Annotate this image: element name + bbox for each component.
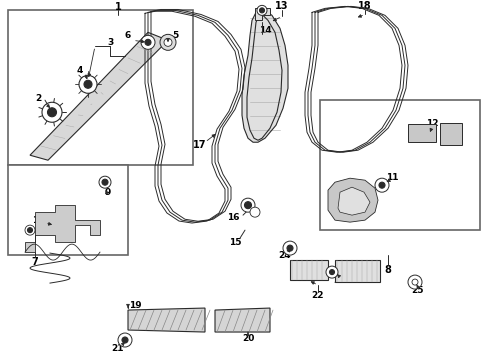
- Text: 6: 6: [124, 31, 131, 40]
- Text: 19: 19: [128, 301, 141, 310]
- Text: 25: 25: [411, 285, 424, 294]
- Circle shape: [27, 228, 32, 233]
- Text: 1: 1: [114, 3, 121, 12]
- Circle shape: [325, 266, 337, 278]
- Text: 17: 17: [193, 140, 206, 150]
- Circle shape: [102, 179, 108, 185]
- Text: 3: 3: [107, 38, 113, 47]
- Circle shape: [411, 279, 417, 285]
- Text: 20: 20: [242, 333, 254, 342]
- Circle shape: [329, 270, 334, 275]
- Circle shape: [241, 198, 254, 212]
- Bar: [334, 260, 379, 282]
- Polygon shape: [30, 32, 168, 160]
- Text: 21: 21: [112, 343, 124, 352]
- Text: 2: 2: [35, 94, 41, 103]
- Circle shape: [122, 337, 128, 343]
- Circle shape: [118, 333, 132, 347]
- Text: 8: 8: [384, 265, 390, 275]
- Bar: [439, 123, 461, 145]
- Text: 10: 10: [328, 194, 341, 203]
- Circle shape: [25, 225, 35, 235]
- Text: 7: 7: [32, 257, 38, 267]
- Bar: [8, 10, 193, 165]
- Polygon shape: [242, 8, 287, 142]
- Circle shape: [163, 38, 172, 46]
- Polygon shape: [337, 187, 369, 215]
- Bar: [8, 165, 128, 255]
- Bar: [319, 100, 479, 230]
- Circle shape: [244, 202, 251, 209]
- Text: 24: 24: [278, 251, 291, 260]
- Text: 13: 13: [275, 1, 288, 12]
- Text: 12: 12: [425, 119, 437, 128]
- Circle shape: [99, 176, 111, 188]
- Polygon shape: [254, 8, 269, 21]
- Text: 18: 18: [357, 1, 371, 12]
- Text: 9: 9: [104, 188, 111, 197]
- Polygon shape: [215, 308, 269, 332]
- Text: 15: 15: [228, 238, 241, 247]
- Circle shape: [47, 108, 57, 117]
- Text: 10: 10: [32, 216, 44, 225]
- Circle shape: [378, 182, 384, 188]
- Circle shape: [407, 275, 421, 289]
- Bar: [289, 260, 327, 280]
- Text: 5: 5: [171, 31, 178, 40]
- Circle shape: [257, 5, 266, 15]
- Polygon shape: [128, 308, 204, 332]
- Circle shape: [259, 8, 264, 13]
- Circle shape: [42, 102, 62, 122]
- Text: 14: 14: [258, 26, 271, 35]
- Circle shape: [249, 207, 260, 217]
- Text: 22: 22: [311, 291, 324, 300]
- Circle shape: [84, 80, 92, 88]
- Circle shape: [145, 39, 151, 45]
- Bar: [407, 124, 435, 142]
- Circle shape: [141, 35, 155, 49]
- Circle shape: [160, 34, 176, 50]
- Text: 23: 23: [333, 276, 346, 285]
- Polygon shape: [327, 178, 377, 222]
- Text: 4: 4: [77, 66, 83, 75]
- Text: 11: 11: [385, 173, 397, 182]
- Circle shape: [286, 245, 292, 251]
- Polygon shape: [25, 205, 100, 252]
- Text: 16: 16: [226, 213, 239, 222]
- Circle shape: [374, 178, 388, 192]
- Circle shape: [283, 241, 296, 255]
- Circle shape: [79, 75, 97, 93]
